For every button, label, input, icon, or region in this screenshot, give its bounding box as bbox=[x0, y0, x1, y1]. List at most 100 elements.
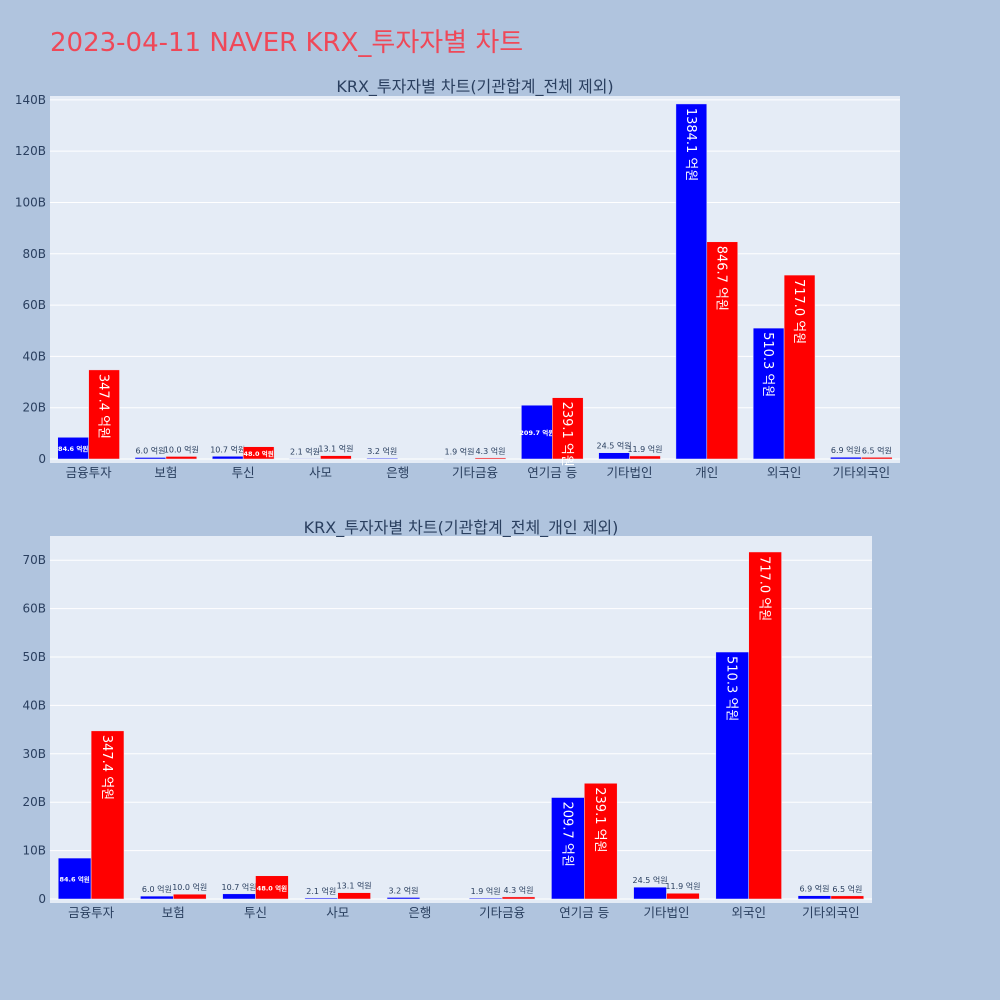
y-tick-label: 100B bbox=[15, 195, 46, 209]
bar-data-label: 6.9 억원 bbox=[799, 884, 829, 894]
page-title: 2023-04-11 NAVER KRX_투자자별 차트 bbox=[50, 28, 524, 58]
bar bbox=[748, 551, 782, 900]
bar bbox=[521, 404, 553, 460]
bar-data-label: 2.1 억원 bbox=[290, 446, 320, 456]
bar bbox=[320, 455, 352, 460]
x-tick-label: 외국인 bbox=[731, 905, 766, 920]
bar-data-label: 1.9 억원 bbox=[445, 447, 475, 457]
bar-data-label: 717.0 억원 bbox=[791, 279, 806, 344]
y-tick-label: 0 bbox=[38, 892, 46, 906]
bar-data-label: 347.4 억원 bbox=[96, 374, 111, 439]
bar bbox=[752, 327, 785, 460]
bar bbox=[57, 857, 92, 900]
bar-data-label: 510.3 억원 bbox=[724, 656, 739, 721]
y-tick-label: 20B bbox=[22, 795, 46, 809]
bar bbox=[468, 897, 503, 900]
bar-data-label: 10.0 억원 bbox=[172, 882, 207, 892]
bar-data-label: 209.7 억원 bbox=[519, 428, 554, 437]
x-tick-label: 금융투자 bbox=[68, 905, 115, 920]
bar-data-label: 13.1 억원 bbox=[337, 881, 372, 891]
bar-data-label: 1.9 억원 bbox=[471, 886, 501, 896]
bar bbox=[797, 895, 832, 900]
x-tick-label: 사모 bbox=[309, 465, 332, 480]
bar bbox=[633, 886, 667, 900]
bar-data-label: 10.7 억원 bbox=[222, 882, 257, 892]
bar-data-label: 48.0 억원 bbox=[244, 449, 274, 458]
bar bbox=[629, 455, 661, 460]
bar bbox=[551, 797, 585, 900]
x-tick-label: 금융투자 bbox=[66, 465, 113, 480]
bar-data-label: 6.5 억원 bbox=[862, 445, 892, 455]
bar-data-label: 510.3 억원 bbox=[760, 332, 775, 397]
bar-chart-top: KRX_투자자별 차트(기관합계_전체 제외) 0 20B 40B 60B 80B 100B… bbox=[15, 77, 900, 480]
bar-data-label: 11.9 억원 bbox=[627, 444, 662, 454]
bar-data-label: 11.9 억원 bbox=[665, 881, 700, 891]
bar-data-label: 48.0 억원 bbox=[257, 883, 287, 892]
bar bbox=[366, 457, 398, 460]
bar-data-label: 3.2 억원 bbox=[367, 446, 397, 456]
bar-chart-bottom: KRX_투자자별 차트(기관합계_전체_개인 제외) 0 10B 20B 30B 40B 5… bbox=[22, 518, 872, 920]
bar-data-label: 24.5 억원 bbox=[597, 441, 632, 451]
bar bbox=[304, 897, 338, 900]
y-tick-label: 50B bbox=[22, 650, 46, 664]
y-tick-label: 10B bbox=[22, 844, 46, 858]
x-tick-label: 보험 bbox=[154, 465, 177, 480]
bar-data-label: 10.0 억원 bbox=[164, 444, 199, 454]
bar bbox=[90, 730, 125, 900]
bar bbox=[337, 892, 371, 900]
bar bbox=[501, 896, 536, 900]
bar-data-label: 209.7 억원 bbox=[559, 802, 574, 867]
bar bbox=[861, 457, 893, 460]
bar bbox=[715, 651, 749, 900]
x-tick-label: 외국인 bbox=[767, 465, 802, 480]
y-tick-label: 30B bbox=[22, 747, 46, 761]
x-tick-label: 보험 bbox=[162, 905, 185, 920]
bar-data-label: 24.5 억원 bbox=[633, 875, 668, 885]
y-tick-label: 20B bbox=[22, 401, 46, 415]
x-tick-label: 기타외국인 bbox=[802, 905, 860, 920]
x-tick-label: 기타법인 bbox=[643, 905, 689, 920]
bar bbox=[706, 241, 738, 460]
bar bbox=[474, 457, 507, 460]
bar bbox=[255, 875, 289, 900]
bar-data-label: 717.0 억원 bbox=[757, 556, 772, 621]
x-tick-label: 연기금 등 bbox=[559, 905, 609, 920]
chart-title: KRX_투자자별 차트(기관합계_전체 제외) bbox=[336, 77, 613, 97]
x-tick-label: 연기금 등 bbox=[527, 465, 577, 480]
bar-data-label: 13.1 억원 bbox=[318, 444, 353, 454]
bar bbox=[830, 895, 865, 900]
bar-data-label: 347.4 억원 bbox=[99, 735, 114, 800]
x-tick-label: 은행 bbox=[408, 905, 431, 920]
x-tick-label: 개인 bbox=[695, 465, 718, 480]
bar-data-label: 3.2 억원 bbox=[388, 885, 418, 895]
bar-data-label: 84.6 억원 bbox=[60, 875, 90, 884]
y-tick-label: 60B bbox=[22, 298, 46, 312]
x-tick-label: 기타외국인 bbox=[833, 465, 891, 480]
y-tick-label: 0 bbox=[38, 452, 46, 466]
bar-data-label: 6.0 억원 bbox=[135, 445, 165, 455]
bar-data-label: 2.1 억원 bbox=[306, 886, 336, 896]
y-tick-label: 140B bbox=[15, 93, 46, 107]
y-tick-label: 70B bbox=[22, 553, 46, 567]
bar bbox=[386, 897, 421, 900]
y-tick-label: 60B bbox=[22, 602, 46, 616]
bar bbox=[783, 274, 816, 460]
bar bbox=[666, 892, 700, 900]
x-tick-label: 투신 bbox=[232, 465, 255, 480]
x-tick-label: 사모 bbox=[326, 905, 349, 920]
bar-data-label: 239.1 억원 bbox=[592, 787, 607, 852]
bar-data-label: 846.7 억원 bbox=[714, 246, 729, 311]
bar bbox=[675, 103, 708, 460]
bar bbox=[242, 446, 275, 460]
bar bbox=[88, 369, 120, 460]
bar-data-label: 1384.1 억원 bbox=[683, 108, 698, 181]
y-tick-label: 80B bbox=[22, 247, 46, 261]
x-tick-label: 기타금융 bbox=[479, 905, 525, 920]
y-tick-label: 120B bbox=[15, 144, 46, 158]
chart-title: KRX_투자자별 차트(기관합계_전체_개인 제외) bbox=[304, 518, 619, 538]
y-tick-label: 40B bbox=[22, 349, 46, 363]
bar-data-label: 4.3 억원 bbox=[475, 446, 505, 456]
x-tick-label: 기타법인 bbox=[607, 465, 653, 480]
bar-data-label: 6.9 억원 bbox=[831, 445, 861, 455]
bar bbox=[552, 397, 584, 460]
